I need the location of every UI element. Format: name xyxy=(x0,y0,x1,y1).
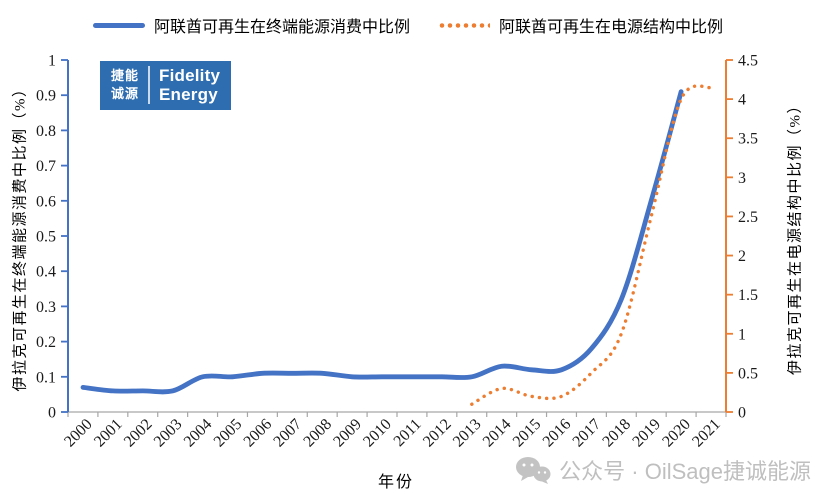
x-axis-year-label: 2016 xyxy=(540,416,575,451)
left-axis-tick-label: 0.8 xyxy=(36,123,56,140)
fidelity-energy-logo: 捷能 诚源 Fidelity Energy xyxy=(100,61,232,111)
x-axis-year-label: 2018 xyxy=(599,416,634,451)
legend-label-power-mix: 阿联酋可再生在电源结构中比例 xyxy=(499,19,724,36)
left-axis-tick-label: 0.9 xyxy=(36,88,56,105)
logo-en-line1: Fidelity xyxy=(159,66,221,85)
right-axis-tick-label: 4 xyxy=(738,92,746,109)
x-axis-year-label: 2007 xyxy=(270,416,305,451)
x-axis-year-label: 2011 xyxy=(391,416,425,450)
legend-item-power-mix: 阿联酋可再生在电源结构中比例 xyxy=(438,13,723,37)
x-axis-year-label: 2013 xyxy=(450,416,485,451)
left-axis-tick-label: 0.6 xyxy=(36,193,56,210)
right-axis-tick-label: 3.5 xyxy=(738,131,758,148)
x-axis-year-label: 2017 xyxy=(570,416,605,451)
right-axis-tick-label: 1 xyxy=(738,326,746,343)
dotted-line-icon xyxy=(438,22,490,28)
x-axis-year-label: 2005 xyxy=(211,416,246,451)
logo-en-line2: Energy xyxy=(159,85,218,105)
x-axis-year-label: 2006 xyxy=(241,416,276,451)
left-axis-tick-label: 0.2 xyxy=(36,334,56,351)
x-axis-year-label: 2001 xyxy=(91,416,126,451)
legend-item-final-energy: 阿联酋可再生在终端能源消费中比例 xyxy=(92,13,410,37)
logo-divider xyxy=(148,66,151,105)
series-line-power-mix xyxy=(470,84,713,406)
x-axis-year-label: 2021 xyxy=(689,416,724,451)
left-axis-tick-label: 0.4 xyxy=(36,264,56,281)
x-axis-year-label: 2012 xyxy=(420,416,455,451)
right-axis-tick-label: 4.5 xyxy=(738,53,758,70)
logo-cn-line2: 诚源 xyxy=(111,86,140,102)
x-axis-year-label: 2002 xyxy=(121,416,156,451)
x-axis-year-label: 2020 xyxy=(659,416,694,451)
logo-english-text: Fidelity Energy xyxy=(159,66,220,104)
x-axis-year-label: 2009 xyxy=(330,416,365,451)
right-axis-tick-label: 1.5 xyxy=(738,287,758,304)
left-axis-tick-label: 0.5 xyxy=(36,229,56,246)
watermark: 公众号 · OilSage捷诚能源 xyxy=(515,454,811,486)
x-axis-year-label: 2000 xyxy=(61,416,96,451)
right-axis-tick-label: 2 xyxy=(738,248,746,265)
chart-legend: 阿联酋可再生在终端能源消费中比例 阿联酋可再生在电源结构中比例 xyxy=(0,13,816,37)
series-line-final-energy xyxy=(80,89,684,395)
left-axis-tick-label: 0.1 xyxy=(36,369,56,386)
left-axis-title: 伊拉克可再生在终端能源消费中比例（%） xyxy=(12,80,29,392)
left-axis-tick-label: 0 xyxy=(48,405,56,422)
x-axis-year-label: 2010 xyxy=(360,416,395,451)
x-axis-year-label: 2019 xyxy=(629,416,664,451)
x-axis-title: 年份 xyxy=(378,474,415,491)
x-axis-year-label: 2014 xyxy=(480,416,515,451)
left-axis-tick-label: 0.3 xyxy=(36,299,56,316)
solid-line-icon xyxy=(92,22,145,28)
left-axis-tick-label: 1 xyxy=(48,53,56,70)
right-axis-tick-label: 2.5 xyxy=(738,209,758,226)
left-axis-tick-label: 0.7 xyxy=(36,158,56,175)
x-axis-year-label: 2004 xyxy=(181,416,216,451)
watermark-text: 公众号 · OilSage捷诚能源 xyxy=(559,459,811,484)
x-axis-year-label: 2015 xyxy=(510,416,545,451)
right-axis-tick-label: 3 xyxy=(738,170,746,187)
logo-chinese-text: 捷能 诚源 xyxy=(111,67,139,102)
right-axis-title: 伊拉克可再生在电源结构中比例（%） xyxy=(787,97,804,375)
logo-cn-line1: 捷能 xyxy=(111,68,140,84)
wechat-icon xyxy=(516,457,551,484)
right-axis-tick-label: 0 xyxy=(738,405,746,422)
x-axis-year-label: 2008 xyxy=(300,416,335,451)
right-axis-tick-label: 0.5 xyxy=(738,365,758,382)
legend-label-final-energy: 阿联酋可再生在终端能源消费中比例 xyxy=(153,19,410,36)
x-axis-year-label: 2003 xyxy=(151,416,186,451)
